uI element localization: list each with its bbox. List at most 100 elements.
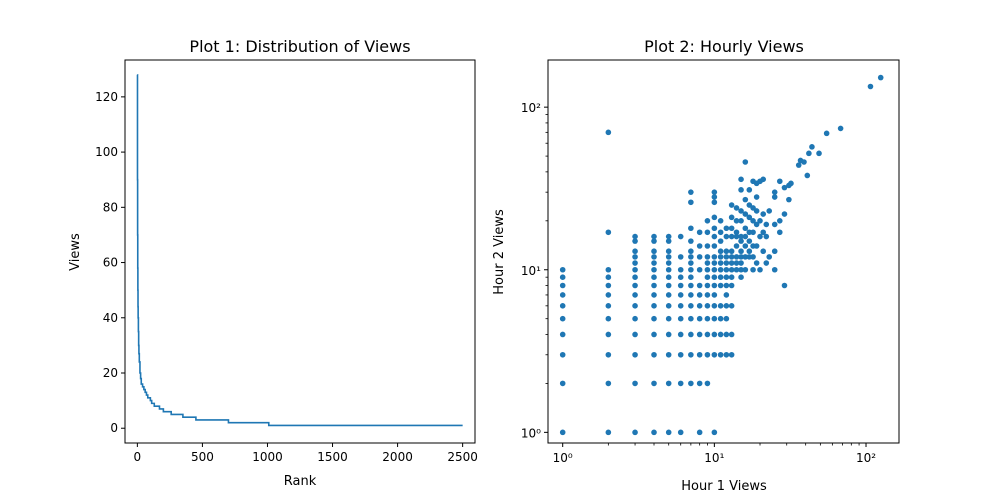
plot-2-point <box>696 254 703 260</box>
plot-1-x-tick-label: 2500 <box>447 450 478 464</box>
plot-2-point <box>632 315 638 322</box>
plot-1-series-line <box>136 73 463 427</box>
plot-2-y-label: Hour 2 Views <box>492 209 507 295</box>
plot-2-point <box>665 351 672 358</box>
plot-2-point <box>723 266 730 273</box>
plot-2-point <box>688 248 694 255</box>
plot-2-point <box>723 225 730 232</box>
plot-2-point <box>753 243 760 249</box>
plot-2-point <box>632 331 638 338</box>
plot-2-point <box>728 260 735 266</box>
plot-2-point <box>651 254 657 260</box>
plot-2-point <box>559 380 566 387</box>
plot-2-point <box>717 248 724 255</box>
plot-2-point <box>559 429 566 436</box>
plot-2-point <box>837 125 844 132</box>
plot-2-point <box>677 282 684 289</box>
plot-2-point <box>605 282 612 289</box>
plot-2-point <box>688 303 694 309</box>
plot-2-point <box>665 238 672 244</box>
plot-2-point <box>742 196 749 203</box>
plot-2-point <box>738 238 744 244</box>
plot-2-point <box>738 218 744 224</box>
plot-2-point <box>704 243 711 249</box>
plot-2-point <box>559 292 566 298</box>
plot-2-point <box>665 282 672 289</box>
plot-2-point <box>717 238 724 244</box>
plot-2-point <box>688 274 694 280</box>
plot-2-point <box>677 292 684 298</box>
plot-2-point <box>867 83 874 90</box>
plot-2-point <box>746 238 753 244</box>
plot-2-point <box>776 218 783 224</box>
plot-2-point <box>738 254 744 260</box>
plot-2-point <box>711 243 718 249</box>
plot-2-point <box>728 282 735 289</box>
plot-2-x-tick-label: 10⁰ <box>553 451 573 465</box>
plot-2-point <box>704 292 711 298</box>
plot-2-point <box>728 351 735 358</box>
plot-2-point <box>688 189 694 195</box>
plot-2-point <box>733 266 740 273</box>
plot-2-point <box>704 351 711 358</box>
plot-2-point <box>733 243 740 249</box>
plot-2-x-ticks: 10⁰ 10¹ 10² <box>553 443 876 465</box>
plot-2-point <box>632 380 638 387</box>
plot-2-point <box>559 351 566 358</box>
plot-2-point <box>696 243 703 249</box>
plot-2-point <box>559 282 566 289</box>
plot-1-x-tick-label: 0 <box>134 450 142 464</box>
plot-2-point <box>677 233 684 240</box>
plot-2-point <box>760 248 767 255</box>
plot-1-y-label: Views <box>68 233 83 271</box>
plot-2-point <box>711 315 718 322</box>
plot-2-point <box>696 266 703 273</box>
plot-2-point <box>704 229 711 236</box>
plot-1-y-tick-label: 60 <box>103 256 118 270</box>
plot-2-point <box>651 266 657 273</box>
plot-2-point <box>786 196 792 203</box>
plot-2-point <box>788 180 794 187</box>
plot-2-point <box>696 292 703 298</box>
plot-2-point <box>665 429 672 436</box>
plot-2-point <box>651 351 657 358</box>
plot-1-y-tick-label: 20 <box>103 366 118 380</box>
plot-2-point <box>632 248 638 255</box>
plot-1-y-tick-label: 120 <box>95 90 118 104</box>
plot-2-point <box>717 254 724 260</box>
plot-2-point <box>738 274 744 280</box>
plot-2-point <box>723 282 730 289</box>
plot-2-point <box>776 229 783 236</box>
plot-2-point <box>665 331 672 338</box>
plot-2-point <box>753 260 760 266</box>
plot-2-point <box>711 292 718 298</box>
plot-2-point <box>771 248 778 255</box>
plot-2-point <box>665 292 672 298</box>
plot-2-point <box>728 225 735 232</box>
plot-2-point <box>781 282 788 289</box>
plot-1-y-tick-label: 80 <box>103 200 118 214</box>
plot-2-point <box>711 254 718 260</box>
plot-2-point <box>651 260 657 266</box>
plot-2-point <box>781 211 788 217</box>
plot-1-y-tick-label: 40 <box>103 311 118 325</box>
plot-2-point <box>704 303 711 309</box>
plot-2-point <box>696 303 703 309</box>
plot-2-point <box>816 150 822 157</box>
plot-2-point <box>605 429 612 436</box>
plot-1-axes-frame <box>124 59 476 444</box>
plot-2-point <box>696 315 703 322</box>
plot-2-point <box>711 194 718 200</box>
plot-2-point <box>771 194 778 200</box>
plot-2-point <box>665 315 672 322</box>
plot-2-point <box>704 274 711 280</box>
plot-2-point <box>763 260 770 266</box>
plot-1-y-tick-label: 100 <box>95 145 118 159</box>
plot-1-y-tick-label: 0 <box>110 421 118 435</box>
plot-2-point <box>651 248 657 255</box>
plot-1-x-tick-label: 1500 <box>317 450 348 464</box>
plot-2-point <box>742 243 749 249</box>
plot-2-point <box>688 351 694 358</box>
plot-1-x-tick-label: 2000 <box>382 450 413 464</box>
plot-2-point <box>728 254 735 260</box>
